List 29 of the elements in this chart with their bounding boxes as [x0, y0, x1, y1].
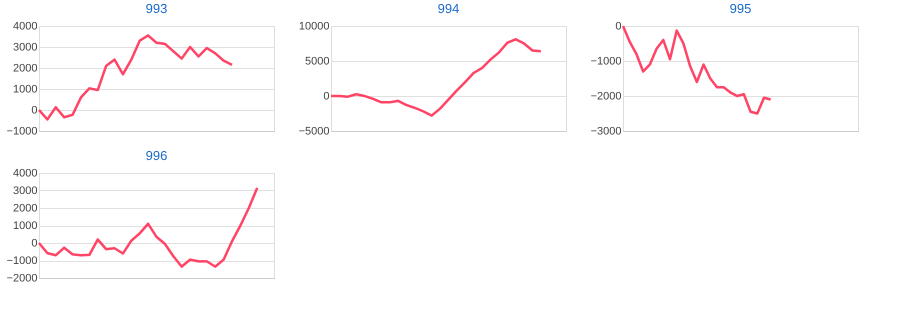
chart-title: 996: [146, 148, 168, 163]
y-tick-label: 1000: [13, 220, 38, 232]
y-tick-label: 3000: [13, 185, 38, 197]
chart-title: 994: [438, 1, 460, 16]
y-tick-label: −1000: [6, 126, 38, 138]
line-series: [38, 186, 258, 268]
line-series: [38, 34, 234, 121]
y-tick-label: 4000: [13, 168, 38, 180]
y-tick-label: −3000: [590, 126, 622, 138]
y-tick-label: −5000: [298, 126, 330, 138]
y-tick-label: 0: [323, 90, 330, 102]
y-tick-label: 10000: [298, 20, 330, 32]
chart-title: 993: [146, 1, 168, 16]
y-tick-label: −1000: [590, 56, 622, 68]
y-tick-label: −1000: [6, 255, 38, 267]
y-tick-label: −2000: [590, 90, 622, 102]
y-tick-label: −2000: [6, 272, 38, 284]
y-tick-label: 1000: [13, 84, 38, 96]
y-tick-label: 0: [615, 20, 622, 32]
chart-title: 995: [730, 1, 752, 16]
line-series: [330, 38, 542, 117]
y-tick-label: 3000: [13, 42, 38, 54]
y-tick-label: 0: [31, 238, 38, 250]
y-tick-label: 0: [31, 104, 38, 116]
y-tick-label: 2000: [13, 62, 38, 74]
y-tick-label: 2000: [13, 202, 38, 214]
line-series: [622, 24, 772, 115]
y-tick-label: 5000: [305, 56, 330, 68]
y-tick-label: 4000: [13, 20, 38, 32]
